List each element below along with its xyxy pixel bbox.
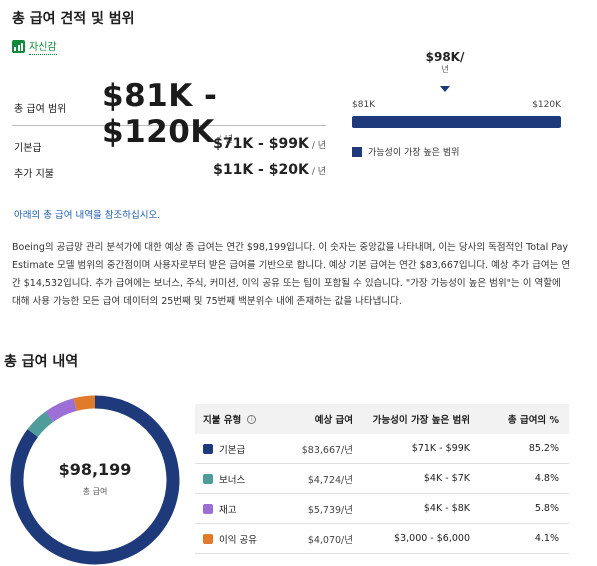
donut-total-label: 총 급여: [82, 487, 108, 496]
breakdown-title: 총 급여 내역: [4, 354, 79, 370]
swatch-stock: [203, 503, 213, 514]
additional-pay-row: 추가 지불 $11K - $20K / 년: [12, 162, 326, 182]
total-pay-value: $81K - $120K / 년: [102, 78, 234, 150]
swatch-bonus: [203, 473, 213, 484]
row-range: $71K - $99K: [411, 443, 470, 454]
range-high-label: $120K: [532, 100, 561, 110]
total-pay-range: 총 급여 범위 $81K - $120K / 년: [12, 78, 326, 150]
table-row: 재고 $5,739/년 $4K - $8K 5.8%: [195, 494, 569, 524]
donut-segment-stock: [45, 398, 78, 423]
swatch-base: [203, 443, 213, 454]
header-range: 가능성이 가장 높은 범위: [372, 415, 470, 426]
table-header: 지불 유형 i 예상 급여 가능성이 가장 높은 범위 총 급여의 %: [195, 404, 569, 434]
row-type: 보너스: [219, 474, 246, 486]
row-percent: 4.8%: [534, 473, 559, 484]
header-pay-type: 지불 유형: [203, 415, 242, 426]
row-estimate: $4,070/년: [307, 534, 353, 546]
row-estimate: $83,667/년: [301, 444, 353, 456]
likely-range-bar: [352, 116, 561, 128]
additional-pay-label: 추가 지불: [14, 169, 54, 180]
row-range: $4K - $7K: [423, 473, 470, 484]
row-range: $3,000 - $6,000: [394, 533, 470, 544]
total-pay-label: 총 급여 범위: [14, 104, 67, 115]
table-row: 이익 공유 $4,070/년 $3,000 - $6,000 4.1%: [195, 524, 569, 554]
confidence-label: 자신감: [29, 38, 57, 55]
page-title: 총 급여 견적 및 범위: [12, 11, 135, 27]
row-percent: 4.1%: [534, 533, 559, 544]
row-percent: 85.2%: [528, 443, 559, 454]
donut-total-value: $98,199: [58, 460, 132, 479]
row-type: 기본급: [219, 444, 246, 456]
range-legend: 가능성이 가장 높은 범위: [352, 145, 459, 158]
base-pay-label: 기본급: [14, 143, 42, 154]
see-breakdown-link[interactable]: 아래의 총 급여 내역을 참조하십시오.: [14, 210, 161, 221]
legend-swatch: [352, 146, 362, 157]
median-marker-icon: [440, 86, 450, 92]
base-pay-value: $71K - $99K / 년: [213, 136, 326, 152]
row-estimate: $4,724/년: [307, 474, 353, 486]
confidence-bars-icon: [12, 40, 25, 53]
median-marker-label: $98K/ 년: [425, 50, 465, 74]
swatch-profit-sharing: [203, 533, 213, 544]
header-estimate: 예상 급여: [314, 415, 353, 426]
base-pay-row: 기본급 $71K - $99K / 년: [12, 136, 326, 156]
row-type: 이익 공유: [219, 534, 257, 546]
legend-label: 가능성이 가장 높은 범위: [368, 148, 460, 158]
pay-breakdown-table: 지불 유형 i 예상 급여 가능성이 가장 높은 범위 총 급여의 % 기본급 $…: [195, 404, 569, 554]
additional-pay-value: $11K - $20K / 년: [213, 162, 326, 178]
donut-segment-profit-sharing: [73, 395, 96, 411]
info-icon[interactable]: i: [247, 414, 257, 424]
row-estimate: $5,739/년: [307, 504, 353, 516]
pay-description: Boeing의 공급망 관리 분석가에 대한 예상 총 급여는 연간 $98,1…: [12, 242, 571, 307]
header-percent: 총 급여의 %: [507, 415, 559, 426]
table-row: 기본급 $83,667/년 $71K - $99K 85.2%: [195, 434, 569, 464]
donut-segment-bonus: [27, 411, 54, 438]
confidence-badge[interactable]: 자신감: [12, 38, 57, 55]
pay-donut-chart: [10, 395, 180, 565]
row-type: 재고: [219, 504, 237, 516]
donut-segment-base: [10, 395, 180, 565]
range-low-label: $81K: [352, 100, 376, 110]
row-range: $4K - $8K: [423, 503, 470, 514]
table-row: 보너스 $4,724/년 $4K - $7K 4.8%: [195, 464, 569, 494]
row-percent: 5.8%: [534, 503, 559, 514]
